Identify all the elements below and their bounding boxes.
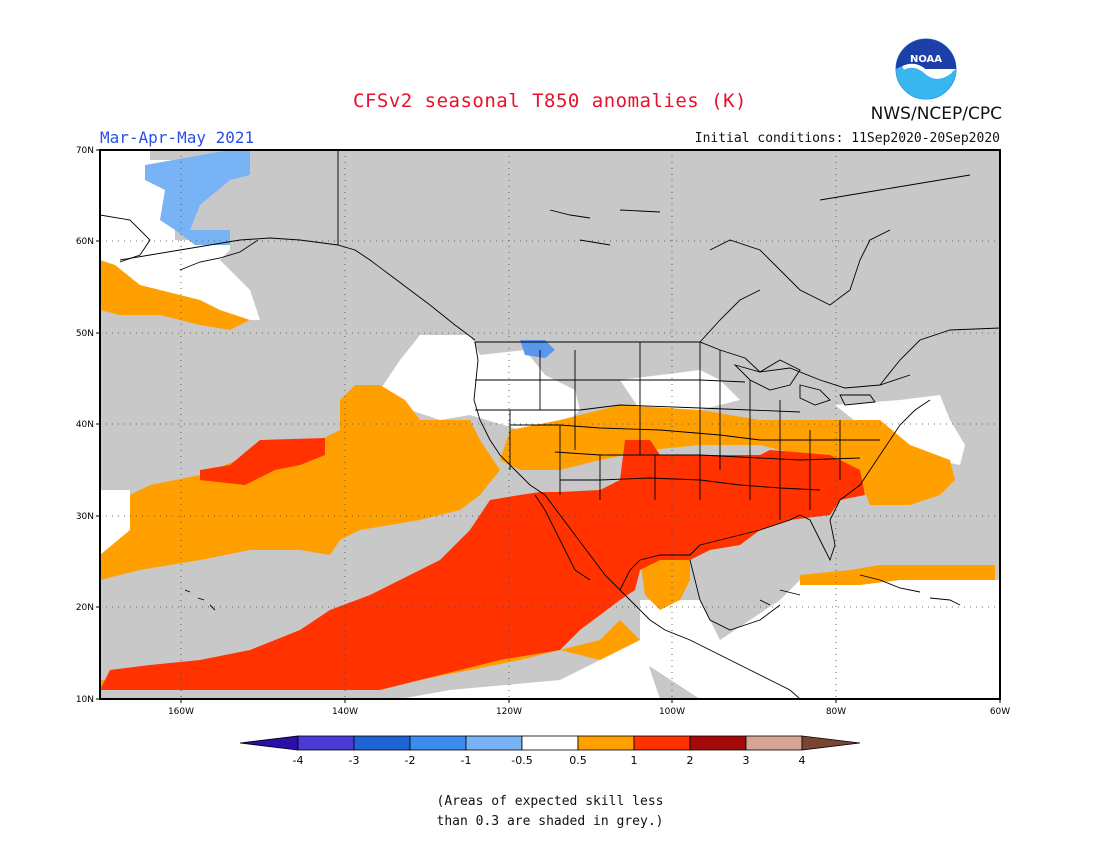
colorbar-label: 4	[799, 754, 806, 767]
graticule	[100, 150, 1000, 699]
colorbar-swatches	[239, 735, 861, 751]
white-region-northwest	[380, 335, 580, 430]
orange-region-us	[500, 405, 955, 505]
lon-label: 80W	[826, 707, 846, 717]
colorbar-label: 0.5	[569, 754, 587, 767]
lat-label: 30N	[76, 512, 94, 522]
orange-region-north-pacific	[100, 260, 250, 330]
colorbar-label: -2	[405, 754, 416, 767]
red-region-main	[100, 440, 865, 690]
white-region-tropics-east	[640, 575, 1000, 699]
initial-conditions-label: Initial conditions: 11Sep2020-20Sep2020	[694, 131, 1000, 146]
colorbar-label: 1	[631, 754, 638, 767]
axis-ticks	[96, 149, 1001, 703]
lat-label: 60N	[76, 237, 94, 247]
map-title: CFSv2 seasonal T850 anomalies (K)	[353, 90, 747, 112]
colorbar-label: -4	[293, 754, 304, 767]
lat-label: 40N	[76, 420, 94, 430]
colorbar-swatch	[577, 735, 635, 751]
political-boundaries	[100, 150, 1000, 699]
season-label: Mar-Apr-May 2021	[100, 128, 255, 147]
red-region-mid-pacific	[200, 438, 325, 485]
footnote-line-2: than 0.3 are shaded in grey.)	[436, 814, 664, 829]
orange-region-main	[100, 385, 500, 580]
footnote: (Areas of expected skill less than 0.3 a…	[0, 792, 1100, 832]
orange-region-caribbean	[800, 565, 995, 585]
noaa-logo-text: NOAA	[910, 54, 942, 65]
footnote-line-1: (Areas of expected skill less	[436, 794, 664, 809]
orange-region-gulf	[640, 555, 690, 610]
lat-label: 10N	[76, 695, 94, 705]
lon-label: 120W	[496, 707, 522, 717]
colorbar-swatch	[297, 735, 355, 751]
colorbar-label: 2	[687, 754, 694, 767]
colorbar-swatch	[465, 735, 523, 751]
colorbar-swatch	[521, 735, 579, 751]
colorbar-swatch	[409, 735, 467, 751]
colorbar-swatch	[353, 735, 411, 751]
lon-label: 160W	[168, 707, 194, 717]
mid-blue-region-washington	[520, 340, 555, 358]
lon-label: 100W	[659, 707, 685, 717]
white-region-tropics-west	[400, 640, 660, 699]
colorbar: -4 -3 -2 -1 -0.5 0.5 1 2 3 4	[239, 735, 861, 767]
colorbar-swatch	[239, 735, 299, 751]
white-region-alaska	[100, 150, 260, 320]
anomaly-map: 70N 60N 50N 40N 30N 20N 10N 160W 140W 12…	[76, 146, 1010, 717]
colorbar-swatch	[801, 735, 861, 751]
colorbar-label: -3	[349, 754, 360, 767]
noaa-logo: NOAA	[895, 38, 957, 100]
lat-label: 70N	[76, 146, 94, 156]
light-blue-region-alaska	[145, 150, 250, 245]
colorbar-swatch	[689, 735, 747, 751]
colorbar-swatch	[633, 735, 691, 751]
shading-layer	[100, 150, 1000, 699]
lat-label: 20N	[76, 603, 94, 613]
lat-label: 50N	[76, 329, 94, 339]
white-region-northeast	[835, 395, 965, 465]
organization-label: NWS/NCEP/CPC	[870, 104, 1002, 124]
lon-label: 140W	[332, 707, 358, 717]
colorbar-label: -0.5	[511, 754, 532, 767]
colorbar-labels: -4 -3 -2 -1 -0.5 0.5 1 2 3 4	[293, 754, 806, 767]
colorbar-swatch	[745, 735, 803, 751]
colorbar-label: 3	[743, 754, 750, 767]
lon-label: 60W	[990, 707, 1010, 717]
colorbar-label: -1	[461, 754, 472, 767]
